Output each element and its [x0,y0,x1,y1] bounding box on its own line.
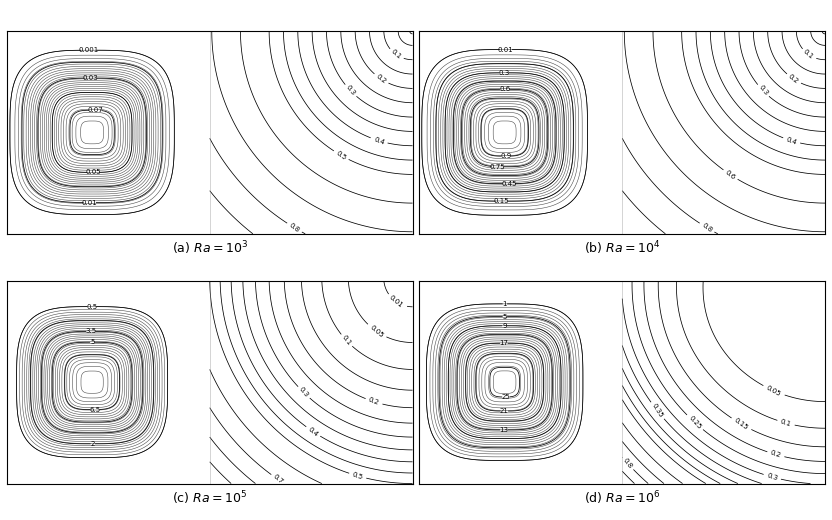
Text: 3.5: 3.5 [85,329,97,334]
Text: 0.7: 0.7 [272,474,285,485]
Text: 0.15: 0.15 [733,417,750,431]
Text: 0.6: 0.6 [724,169,736,180]
Text: 0.01: 0.01 [82,200,97,205]
Text: 0.6: 0.6 [499,86,511,93]
Text: 0.45: 0.45 [501,180,517,187]
X-axis label: (a) $Ra = 10^3$: (a) $Ra = 10^3$ [171,239,248,257]
Text: 0.2: 0.2 [368,397,380,407]
Text: 13: 13 [499,427,508,433]
Text: 0.05: 0.05 [765,384,782,397]
Text: 0.25: 0.25 [687,414,702,430]
Text: 0.3: 0.3 [344,84,356,97]
Text: 0.001: 0.001 [79,47,99,53]
Text: 0.5: 0.5 [351,471,364,480]
X-axis label: (c) $Ra = 10^5$: (c) $Ra = 10^5$ [172,489,247,506]
Text: 0.75: 0.75 [490,164,506,170]
Text: 0.1: 0.1 [780,418,792,427]
Text: 0.1: 0.1 [802,48,815,60]
Text: 5: 5 [503,314,507,320]
Text: 0.2: 0.2 [374,73,387,85]
Text: 0.9: 0.9 [500,153,512,159]
Text: 0.5: 0.5 [334,150,347,161]
X-axis label: (b) $Ra = 10^4$: (b) $Ra = 10^4$ [584,239,661,257]
Text: 0.4: 0.4 [785,136,798,146]
Text: 0.01: 0.01 [498,47,513,53]
Text: 17: 17 [499,340,508,346]
Text: 0.07: 0.07 [87,107,103,113]
Text: 1: 1 [503,301,508,307]
Text: 9: 9 [502,323,507,329]
Text: 0.05: 0.05 [369,324,384,339]
Text: 0.15: 0.15 [494,198,510,204]
Text: 0.2: 0.2 [770,450,782,459]
Text: 21: 21 [500,408,509,414]
Text: 0.8: 0.8 [288,222,300,233]
Text: 5: 5 [90,339,95,345]
Text: 0.4: 0.4 [373,136,385,146]
Text: 0.05: 0.05 [86,170,102,175]
Text: 25: 25 [502,394,510,400]
Text: 0.3: 0.3 [766,472,779,482]
Text: 0.3: 0.3 [498,70,509,76]
Text: 0.1: 0.1 [340,334,352,347]
Text: 0.03: 0.03 [83,75,99,81]
Text: 0.4: 0.4 [307,426,319,437]
Text: 0.01: 0.01 [389,294,404,309]
Text: 0.5: 0.5 [87,304,97,309]
Text: 0.3: 0.3 [757,84,769,97]
Text: 2: 2 [91,441,95,447]
Text: 0.35: 0.35 [651,402,664,419]
Text: 0.1: 0.1 [389,48,402,60]
Text: 0.2: 0.2 [787,73,800,85]
Text: 6.5: 6.5 [89,407,101,412]
X-axis label: (d) $Ra = 10^6$: (d) $Ra = 10^6$ [584,489,661,506]
Text: 0.8: 0.8 [701,222,713,233]
Text: 0.3: 0.3 [298,386,310,399]
Text: 0.8: 0.8 [622,457,634,470]
